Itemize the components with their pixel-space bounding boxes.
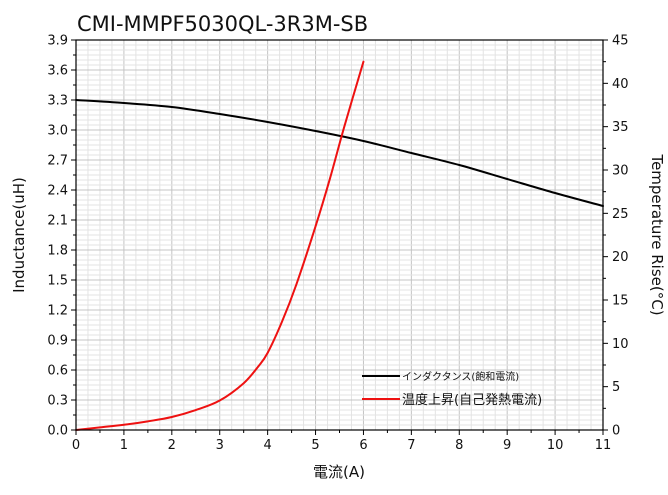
y-left-tick-label: 0.3 xyxy=(47,394,68,409)
series-line-inductance xyxy=(75,99,604,207)
legend-label-inductance: インダクタンス(飽和電流) xyxy=(402,370,519,383)
y-left-tick-label: 3.6 xyxy=(47,64,68,79)
y-right-tick-label: 45 xyxy=(612,34,629,49)
y-left-tick-label: 2.1 xyxy=(47,214,68,229)
legend-label-temperature: 温度上昇(自己発熱電流) xyxy=(402,392,542,408)
chart-title: CMI-MMPF5030QL-3R3M-SB xyxy=(77,12,368,36)
y-left-tick-label: 3.3 xyxy=(47,94,68,109)
x-tick-label: 11 xyxy=(595,438,612,453)
x-tick-label: 7 xyxy=(407,438,415,453)
y-left-tick-label: 1.5 xyxy=(47,274,68,289)
y-right-tick-label: 15 xyxy=(612,294,629,309)
x-tick-label: 4 xyxy=(263,438,271,453)
x-tick-label: 1 xyxy=(120,438,128,453)
y-left-tick-label: 2.4 xyxy=(47,184,68,199)
y-left-tick-label: 0.6 xyxy=(47,364,68,379)
y-right-tick-label: 5 xyxy=(612,380,620,395)
y-right-tick-label: 25 xyxy=(612,207,629,222)
y-right-tick-label: 40 xyxy=(612,77,629,92)
plot-lines xyxy=(75,60,604,431)
legend: インダクタンス(飽和電流) 温度上昇(自己発熱電流) xyxy=(362,370,542,408)
y-left-tick-label: 3.0 xyxy=(47,124,68,139)
x-tick-label: 5 xyxy=(311,438,319,453)
x-tick-label: 6 xyxy=(359,438,367,453)
y-left-tick-label: 1.8 xyxy=(47,244,68,259)
x-tick-label: 2 xyxy=(168,438,176,453)
y-right-tick-label: 10 xyxy=(612,337,629,352)
y-right-tick-label: 35 xyxy=(612,120,629,135)
y-right-tick-label: 0 xyxy=(612,424,620,439)
series-line-temperature xyxy=(75,60,365,431)
x-tick-label: 9 xyxy=(503,438,511,453)
axes: 0 1 2 3 4 5 6 7 8 9 10 110.00.30.60.91.21.51.82.12.… xyxy=(47,34,628,454)
x-tick-label: 8 xyxy=(455,438,463,453)
x-tick-label: 0 xyxy=(72,438,80,453)
y-axis-left-label: Inductance(uH) xyxy=(10,177,28,293)
y-right-tick-label: 30 xyxy=(612,164,629,179)
y-axis-right-label: Temperature Rise(°C) xyxy=(648,153,666,315)
y-left-tick-label: 0.9 xyxy=(47,334,68,349)
x-tick-label: 3 xyxy=(216,438,224,453)
y-right-tick-label: 20 xyxy=(612,250,629,265)
y-left-tick-label: 0.0 xyxy=(47,424,68,439)
x-tick-label: 10 xyxy=(547,438,564,453)
y-left-tick-label: 1.2 xyxy=(47,304,68,319)
y-left-tick-label: 2.7 xyxy=(47,154,68,169)
y-left-tick-label: 3.9 xyxy=(47,34,68,49)
grid xyxy=(75,39,604,431)
x-axis-label: 電流(A) xyxy=(313,463,365,481)
